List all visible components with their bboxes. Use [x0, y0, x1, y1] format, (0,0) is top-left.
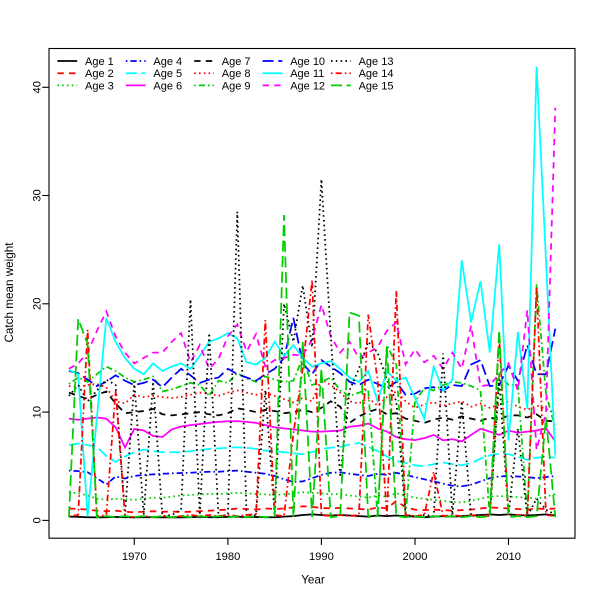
- svg-text:Age 4: Age 4: [153, 56, 182, 68]
- svg-text:Age 3: Age 3: [85, 80, 114, 92]
- svg-text:1970: 1970: [122, 551, 147, 563]
- svg-text:Age 7: Age 7: [222, 56, 251, 68]
- svg-text:Age 5: Age 5: [153, 68, 182, 80]
- svg-text:30: 30: [32, 189, 44, 201]
- svg-text:10: 10: [32, 406, 44, 418]
- svg-text:Age 2: Age 2: [85, 68, 114, 80]
- svg-text:Age 11: Age 11: [290, 68, 324, 80]
- svg-text:0: 0: [32, 517, 44, 523]
- svg-text:Catch mean weight: Catch mean weight: [3, 242, 16, 343]
- svg-text:Age 12: Age 12: [290, 80, 325, 92]
- svg-text:Age 15: Age 15: [359, 80, 394, 92]
- svg-text:2010: 2010: [496, 551, 521, 563]
- svg-text:Age 6: Age 6: [153, 80, 182, 92]
- svg-text:Age 1: Age 1: [85, 56, 114, 68]
- svg-text:Age 8: Age 8: [222, 68, 251, 80]
- svg-text:40: 40: [32, 81, 44, 93]
- svg-text:1990: 1990: [309, 551, 334, 563]
- svg-text:1980: 1980: [215, 551, 240, 563]
- svg-text:Year: Year: [301, 574, 325, 587]
- svg-text:Age 13: Age 13: [359, 56, 394, 68]
- svg-text:Age 10: Age 10: [290, 56, 325, 68]
- svg-text:20: 20: [32, 298, 44, 310]
- svg-text:Age 14: Age 14: [359, 68, 394, 80]
- svg-text:Age 9: Age 9: [222, 80, 251, 92]
- svg-text:2000: 2000: [403, 551, 428, 563]
